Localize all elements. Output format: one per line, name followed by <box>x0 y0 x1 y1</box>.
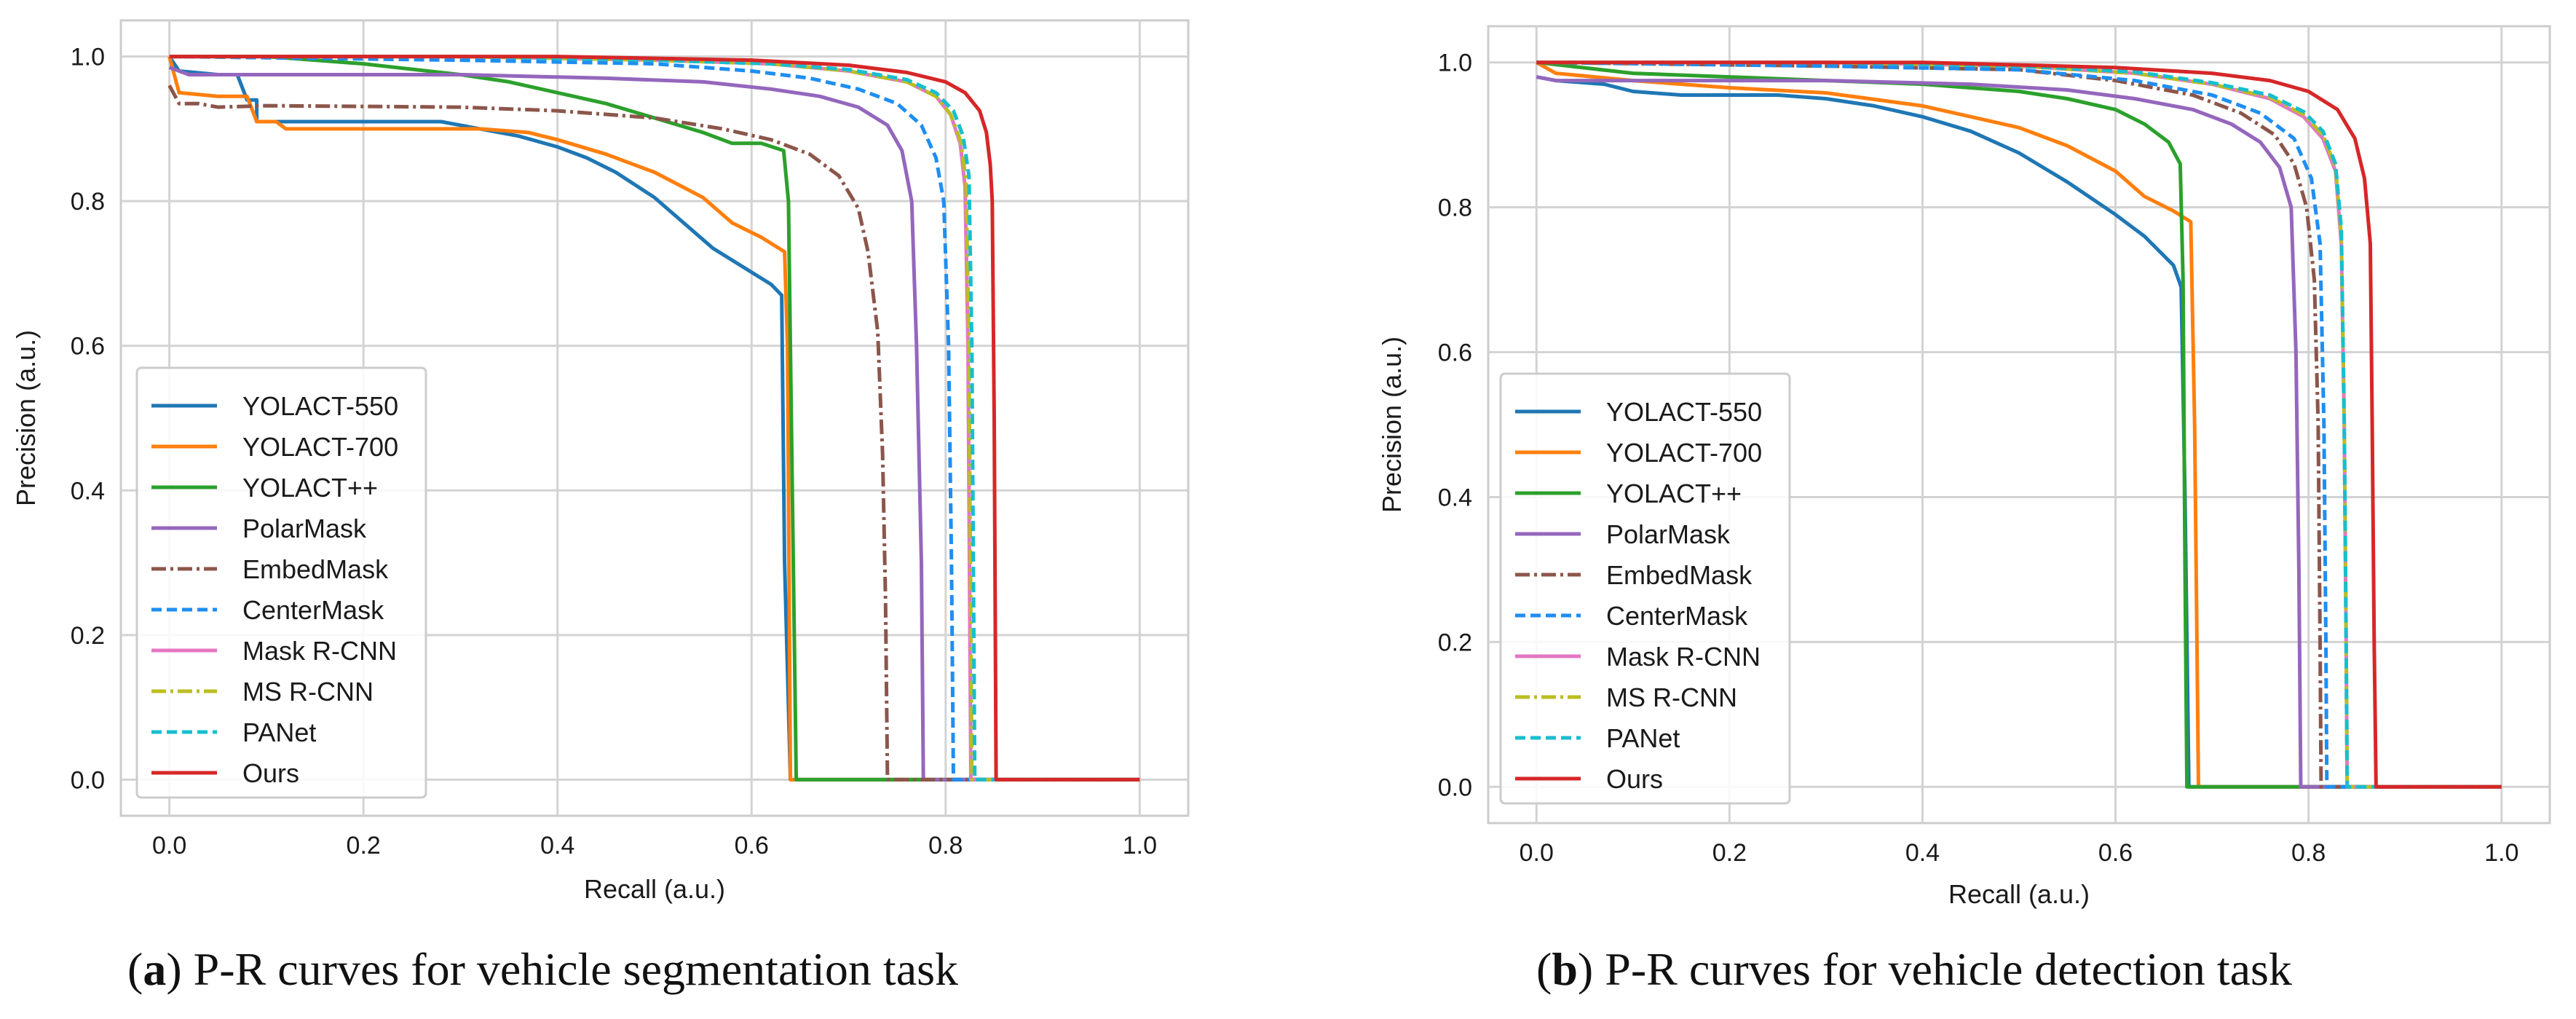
series-line-embedmask <box>167 84 1140 782</box>
series-line-yolact-550 <box>1536 75 2502 789</box>
legend-label: PolarMask <box>1606 519 1731 549</box>
figure-caption: (b) P-R curves for vehicle detection tas… <box>1536 943 2292 995</box>
legend-label: YOLACT-550 <box>1606 397 1762 427</box>
legend-label: YOLACT++ <box>242 473 378 503</box>
y-axis-label: Precision (a.u.) <box>11 330 41 506</box>
series-line-yolact- <box>169 55 1140 782</box>
figure-caption: (a) P-R curves for vehicle segmentation … <box>127 943 958 995</box>
legend-label: Ours <box>1606 764 1663 794</box>
y-tick-label: 1.0 <box>71 44 105 71</box>
x-tick-label: 0.2 <box>347 832 381 859</box>
x-tick-label: 1.0 <box>1123 832 1157 859</box>
series-line-panet <box>1536 60 2502 789</box>
y-tick-label: 0.8 <box>71 188 105 216</box>
legend: YOLACT-550 YOLACT-700 YOLACT++ PolarMask Emb… <box>135 366 427 799</box>
y-tick-label: 0.0 <box>1438 774 1472 801</box>
y-tick-label: 0.4 <box>71 477 105 505</box>
x-tick-label: 0.4 <box>540 832 574 859</box>
y-tick-label: 0.4 <box>1438 484 1472 511</box>
series-group <box>167 55 1140 782</box>
chart-panel-b: 0.0 0.2 0.4 0.6 0.8 1.0 0.0 0.2 0.4 0.6 0.8 1.0 Reca… <box>1377 25 2551 995</box>
legend-label: Ours <box>242 758 299 788</box>
series-line-yolact- <box>1536 60 2502 789</box>
legend-label: CenterMask <box>242 595 384 625</box>
legend-label: YOLACT-700 <box>1606 438 1762 468</box>
series-line-ours <box>1536 60 2502 789</box>
series-line-panet <box>169 55 1140 782</box>
x-tick-label: 0.0 <box>1520 839 1554 867</box>
chart-panel-a: 0.0 0.2 0.4 0.6 0.8 1.0 0.0 0.2 0.4 0.6 0.8 1.0 Reca… <box>11 19 1190 995</box>
x-tick-label: 0.2 <box>1712 839 1747 867</box>
series-line-yolact-700 <box>1536 60 2502 789</box>
x-tick-label: 0.8 <box>928 832 963 859</box>
series-line-centermask <box>1536 60 2502 789</box>
series-line-polarmask <box>1536 75 2502 789</box>
legend-label: Mask R-CNN <box>1606 642 1761 672</box>
x-tick-label: 0.6 <box>735 832 769 859</box>
legend-label: EmbedMask <box>1606 560 1753 590</box>
legend-label: YOLACT-700 <box>242 432 398 462</box>
x-tick-label: 0.0 <box>152 832 186 859</box>
legend-label: Mask R-CNN <box>242 636 397 666</box>
y-tick-label: 0.2 <box>71 622 105 650</box>
series-line-polarmask <box>168 66 1140 782</box>
legend-label: PANet <box>242 717 316 747</box>
y-tick-label: 0.6 <box>1438 339 1472 367</box>
x-axis-label: Recall (a.u.) <box>1948 879 2090 909</box>
y-tick-label: 1.0 <box>1438 50 1472 77</box>
legend-label: YOLACT-550 <box>242 391 398 421</box>
legend-label: EmbedMask <box>242 554 389 584</box>
x-tick-label: 0.8 <box>2291 839 2326 867</box>
series-line-yolact-700 <box>167 55 1140 782</box>
legend-label: CenterMask <box>1606 601 1748 631</box>
series-line-yolact-550 <box>167 55 1140 782</box>
y-tick-label: 0.2 <box>1438 629 1472 656</box>
legend-label: PolarMask <box>242 514 367 543</box>
x-tick-label: 1.0 <box>2484 839 2518 867</box>
legend-label: PANet <box>1606 723 1680 753</box>
series-line-centermask <box>169 55 1140 782</box>
y-tick-label: 0.6 <box>71 333 105 361</box>
x-tick-label: 0.6 <box>2098 839 2133 867</box>
x-tick-label: 0.4 <box>1905 839 1940 867</box>
y-axis-label: Precision (a.u.) <box>1377 337 1407 513</box>
y-tick-label: 0.0 <box>71 766 105 794</box>
legend-label: MS R-CNN <box>1606 682 1737 712</box>
legend-label: MS R-CNN <box>242 677 374 707</box>
x-axis-label: Recall (a.u.) <box>584 874 725 904</box>
y-tick-label: 0.8 <box>1438 194 1472 222</box>
series-line-ours <box>169 55 1140 782</box>
legend-label: YOLACT++ <box>1606 479 1742 508</box>
series-group <box>1536 60 2502 789</box>
legend: YOLACT-550 YOLACT-700 YOLACT++ PolarMask Emb… <box>1499 372 1791 805</box>
